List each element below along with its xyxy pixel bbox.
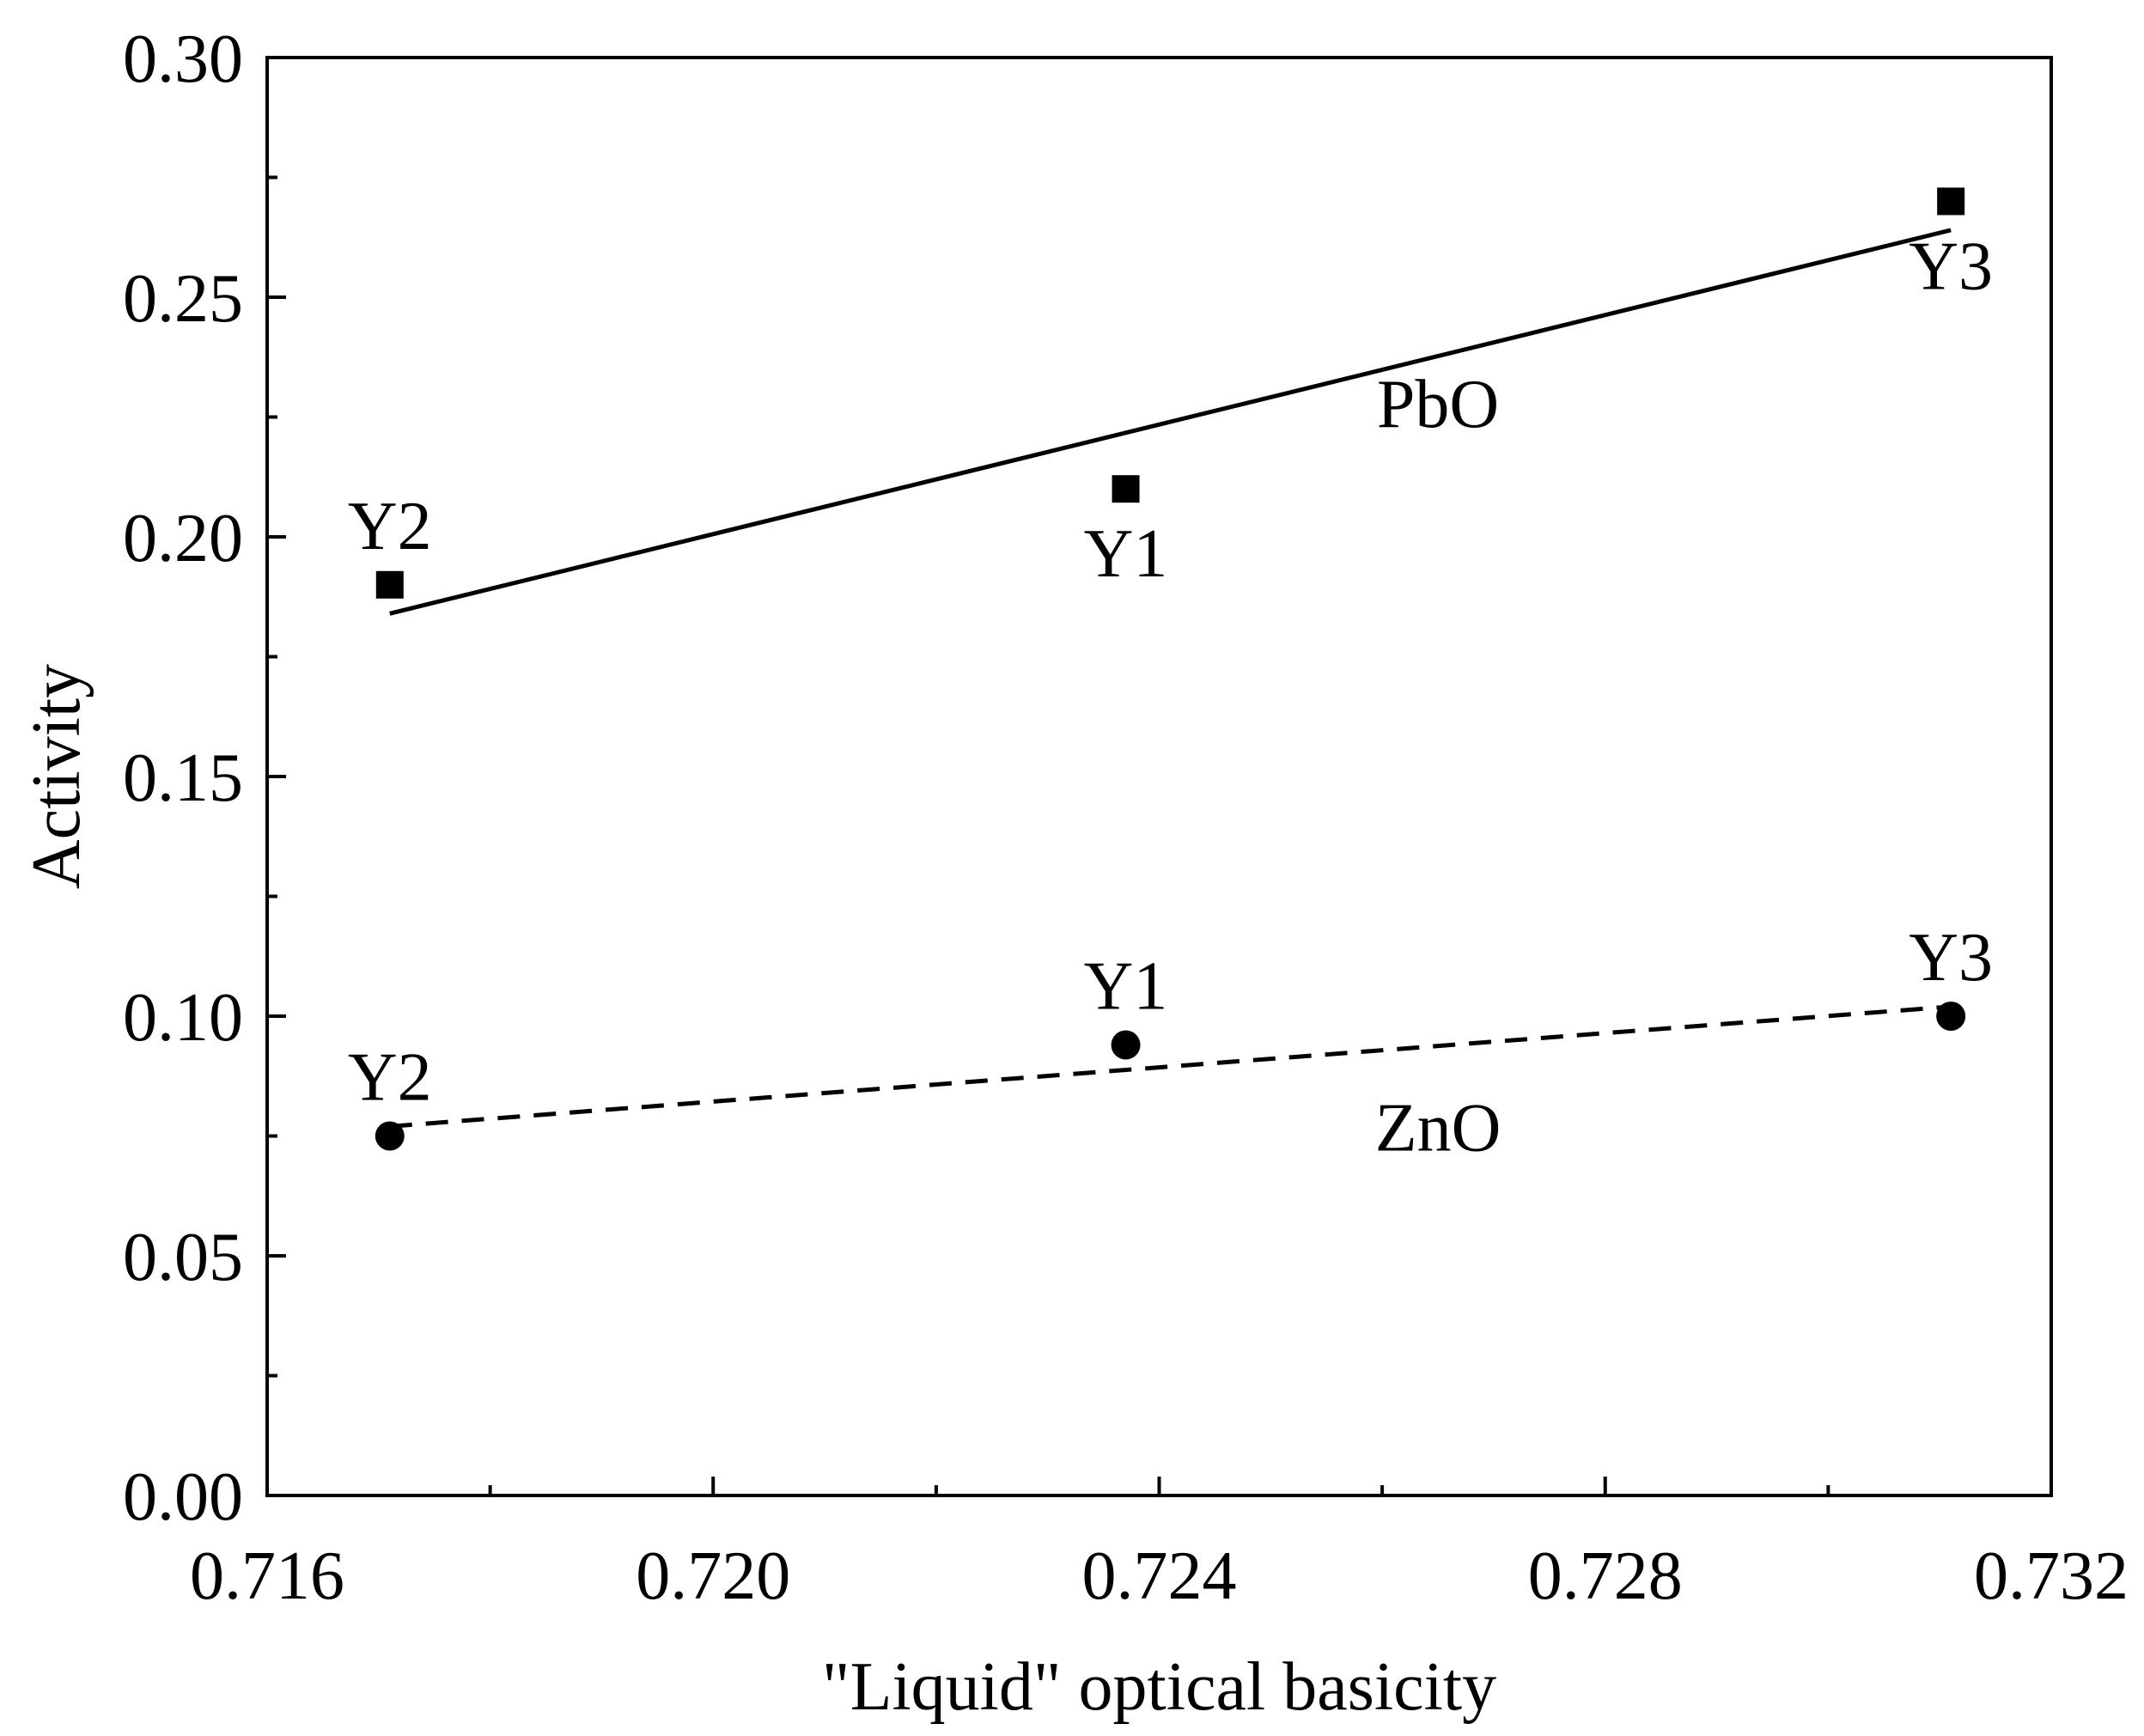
pbo-point-label-y1: Y1 bbox=[1084, 516, 1168, 592]
data-marks-layer bbox=[375, 187, 1966, 1151]
pbo-point-y2 bbox=[375, 570, 404, 599]
pbo-series-label: PbO bbox=[1377, 367, 1499, 442]
x-tick-label: 0.732 bbox=[1974, 1538, 2129, 1614]
pbo-point-y3 bbox=[1937, 187, 1965, 216]
y-tick-label: 0.00 bbox=[123, 1459, 243, 1535]
zno-point-y2 bbox=[375, 1121, 405, 1151]
y-tick-label: 0.30 bbox=[123, 21, 243, 97]
zno-point-label-y1: Y1 bbox=[1084, 948, 1168, 1024]
zno-fit-line bbox=[389, 1004, 1952, 1129]
y-axis-title: Activity bbox=[19, 664, 94, 889]
zno-point-y3 bbox=[1936, 1002, 1966, 1031]
y-tick-label: 0.15 bbox=[123, 740, 243, 816]
fit-lines-layer bbox=[389, 228, 1952, 1129]
x-tick-label: 0.728 bbox=[1528, 1538, 1683, 1614]
pbo-point-label-y3: Y3 bbox=[1909, 228, 1993, 304]
x-tick-label: 0.724 bbox=[1082, 1538, 1237, 1614]
y-tick-label: 0.05 bbox=[123, 1220, 243, 1295]
zno-series-label: ZnO bbox=[1375, 1090, 1501, 1166]
zno-point-label-y2: Y2 bbox=[348, 1040, 432, 1116]
pbo-point-label-y2: Y2 bbox=[348, 489, 432, 564]
x-axis-title: "Liquid" optical basicity bbox=[822, 1649, 1496, 1725]
pbo-point-y1 bbox=[1112, 475, 1140, 503]
y-tick-label: 0.25 bbox=[123, 261, 243, 337]
labels-layer: Y2 Y1 Y3 PbO Y2 Y1 Y3 ZnO bbox=[348, 228, 1993, 1166]
zno-point-y1 bbox=[1111, 1030, 1141, 1060]
x-tick-label: 0.720 bbox=[636, 1538, 790, 1614]
pbo-fit-line bbox=[389, 228, 1952, 616]
y-tick-label: 0.20 bbox=[123, 501, 243, 576]
ticks-layer: 0.716 0.720 0.724 0.728 0.732 0.00 0.05 0.10 0.1… bbox=[123, 21, 2129, 1614]
zno-point-label-y3: Y3 bbox=[1909, 920, 1993, 996]
x-tick-label: 0.716 bbox=[190, 1538, 344, 1614]
y-tick-label: 0.10 bbox=[123, 980, 243, 1056]
